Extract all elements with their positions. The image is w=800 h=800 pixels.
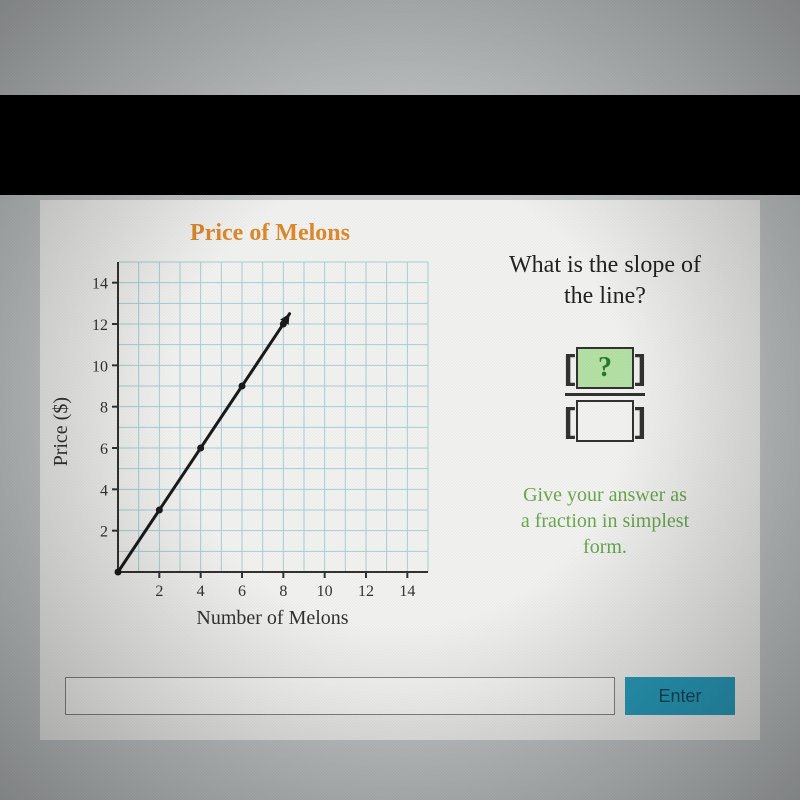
svg-text:2: 2	[155, 583, 163, 600]
y-axis-label: Price ($)	[50, 397, 73, 466]
svg-text:10: 10	[92, 358, 108, 375]
fraction-input: ?	[565, 347, 645, 442]
svg-text:2: 2	[100, 524, 108, 541]
question-column: What is the slope of the line? ? Give yo…	[450, 220, 740, 667]
chart-svg: 2 4 6 8 10 12 14 2 4 6 8 10 12 14	[78, 252, 438, 612]
denominator-box[interactable]	[576, 400, 634, 442]
svg-text:8: 8	[279, 583, 287, 600]
svg-text:8: 8	[100, 400, 108, 417]
svg-text:14: 14	[399, 583, 415, 600]
input-row: Enter	[40, 677, 760, 740]
svg-text:12: 12	[358, 583, 374, 600]
svg-text:6: 6	[100, 441, 108, 458]
svg-text:4: 4	[100, 482, 108, 499]
svg-text:10: 10	[317, 583, 333, 600]
svg-text:4: 4	[197, 583, 205, 600]
enter-button[interactable]: Enter	[625, 677, 735, 715]
svg-text:12: 12	[92, 317, 108, 334]
chart-title: Price of Melons	[90, 220, 450, 247]
hint-text: Give your answer as a fraction in simple…	[521, 482, 689, 560]
svg-text:6: 6	[238, 583, 246, 600]
top-black-bar	[0, 95, 800, 195]
svg-text:14: 14	[92, 276, 108, 293]
question-text: What is the slope of the line?	[509, 250, 701, 312]
numerator-box[interactable]: ?	[576, 347, 634, 389]
content-panel: Price of Melons Price ($) 2 4 6 8 10 12 14 2 4 6 8…	[40, 200, 760, 740]
answer-input[interactable]	[65, 677, 615, 715]
chart-column: Price of Melons Price ($) 2 4 6 8 10 12 14 2 4 6 8…	[50, 220, 450, 667]
fraction-line	[565, 393, 645, 396]
